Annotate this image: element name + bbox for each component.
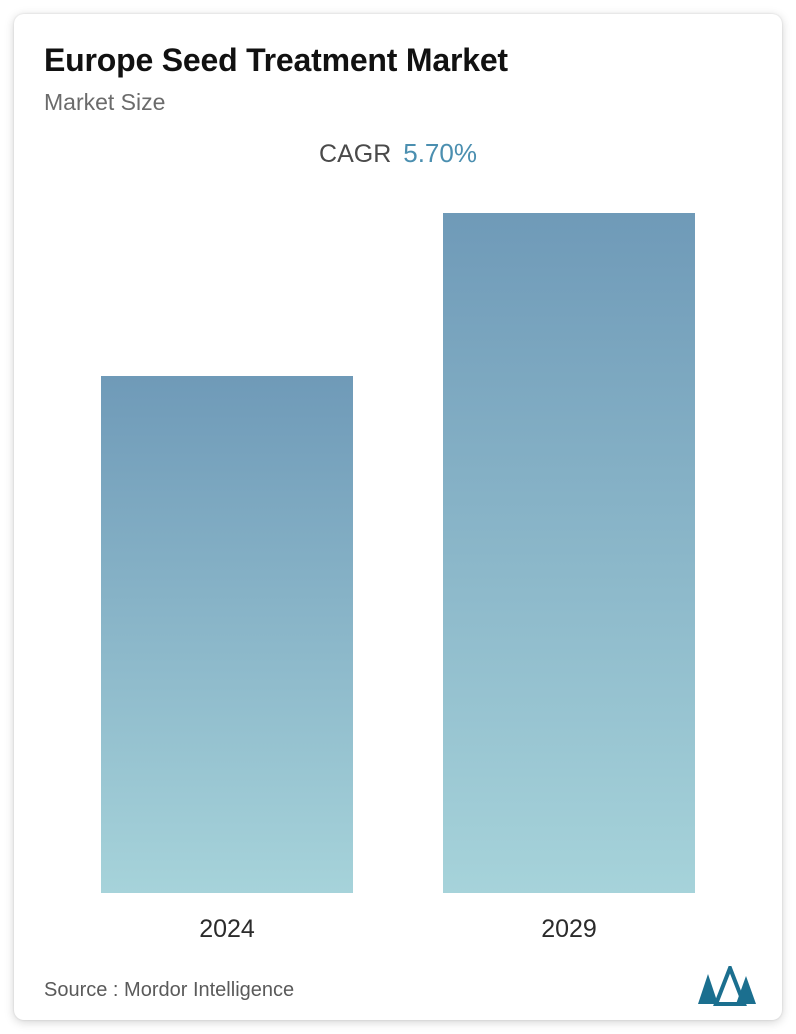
bar-label-0: 2024 [199, 915, 255, 944]
brand-logo-icon [696, 966, 758, 1006]
chart-subtitle: Market Size [44, 89, 752, 116]
chart-area: 2024 2029 [44, 179, 752, 1000]
chart-title: Europe Seed Treatment Market [44, 42, 752, 79]
bar-1 [443, 213, 695, 893]
logo-shape-left [698, 974, 718, 1004]
cagr-label: CAGR [319, 140, 391, 169]
bars-container: 2024 2029 [44, 264, 752, 944]
chart-card: Europe Seed Treatment Market Market Size… [14, 14, 782, 1020]
cagr-value: 5.70% [403, 138, 477, 169]
bar-group-0: 2024 [101, 376, 353, 944]
bar-group-1: 2029 [443, 213, 695, 944]
bar-0 [101, 376, 353, 893]
bar-label-1: 2029 [541, 915, 597, 944]
source-text: Source : Mordor Intelligence [44, 979, 294, 1002]
cagr-row: CAGR 5.70% [44, 138, 752, 169]
